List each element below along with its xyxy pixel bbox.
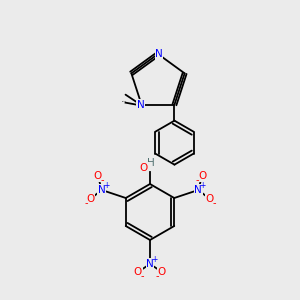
Text: -: -	[196, 175, 199, 185]
Text: -: -	[141, 271, 144, 281]
Text: -: -	[212, 198, 216, 208]
Text: O: O	[94, 171, 102, 181]
Text: O: O	[134, 267, 142, 277]
Text: O: O	[86, 194, 94, 204]
Text: +: +	[200, 182, 206, 190]
Text: O: O	[158, 267, 166, 277]
Text: +: +	[151, 256, 158, 265]
Text: N: N	[155, 49, 163, 59]
Text: N: N	[98, 185, 106, 195]
Text: -: -	[156, 271, 159, 281]
Text: N: N	[137, 100, 144, 110]
Text: H: H	[147, 158, 155, 168]
Text: -: -	[101, 175, 104, 185]
Text: +: +	[103, 182, 110, 190]
Text: methyl: methyl	[122, 100, 126, 102]
Text: -: -	[84, 198, 88, 208]
Text: O: O	[140, 163, 148, 173]
Text: O: O	[198, 171, 206, 181]
Text: O: O	[206, 194, 214, 204]
Text: N: N	[146, 259, 154, 269]
Text: N: N	[194, 185, 202, 195]
